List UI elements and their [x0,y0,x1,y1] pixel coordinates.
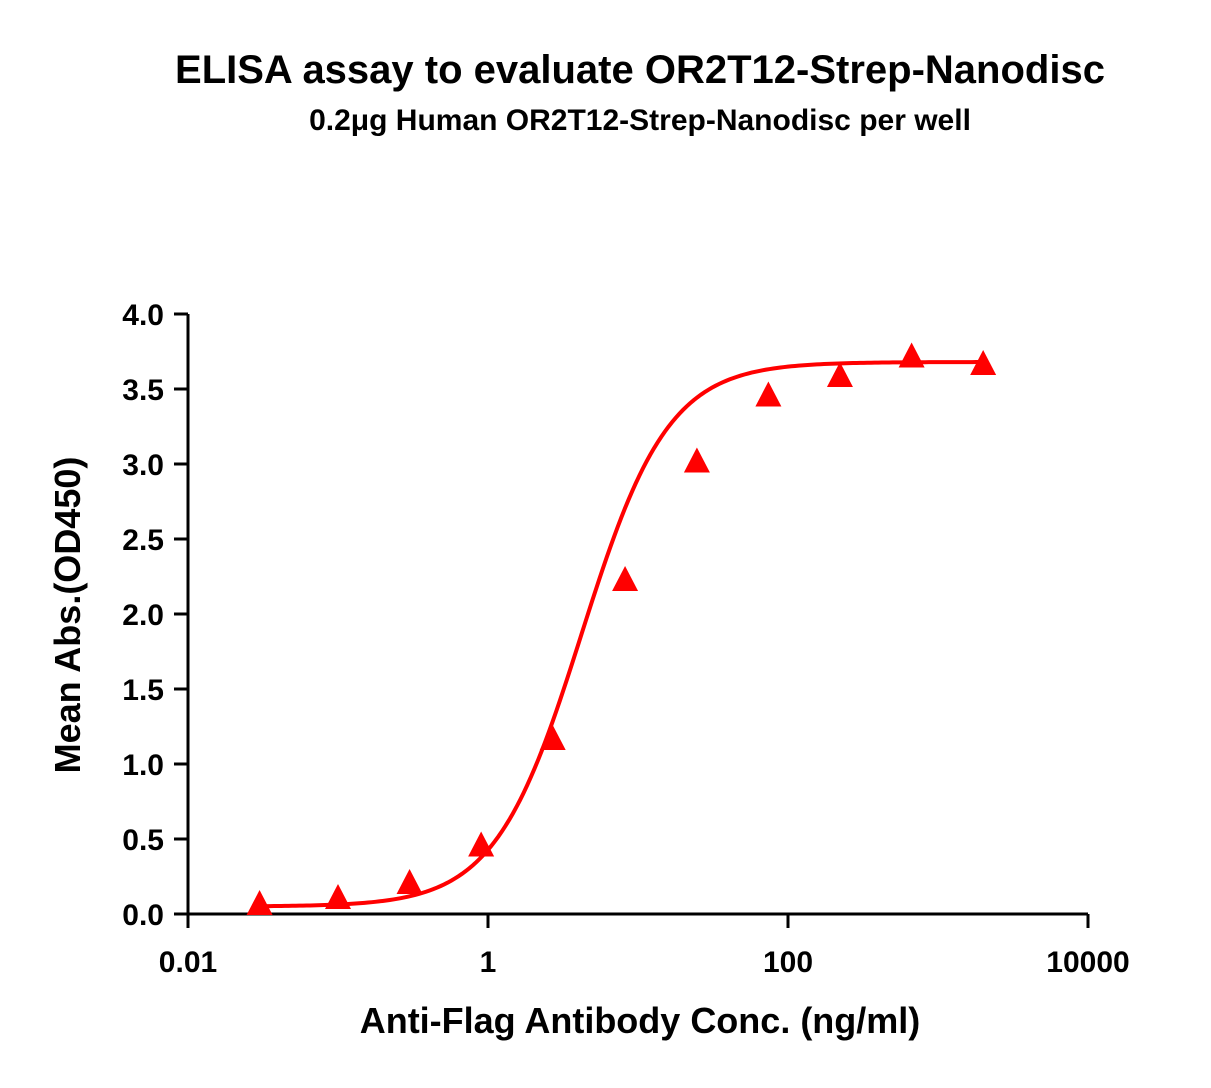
x-axis: 0.01 1 100 10000 [159,912,1130,979]
y-tick-label: 3.5 [122,374,164,407]
y-tick-label: 1.0 [122,749,164,782]
data-point-marker [325,884,351,909]
x-tick-label: 10000 [1046,946,1129,979]
y-tick-label: 2.0 [122,599,164,632]
data-point-marker [468,831,495,857]
chart-title: ELISA assay to evaluate OR2T12-Strep-Nan… [175,48,1105,92]
data-point-marker [970,350,997,375]
chart-subtitle: 0.2μg Human OR2T12-Strep-Nanodisc per we… [309,104,971,137]
fit-curve [259,360,984,909]
data-point-marker [246,890,273,915]
y-tick-label: 1.5 [122,674,164,707]
data-points [246,342,997,915]
data-point-marker [539,725,566,750]
y-tick-label: 2.5 [122,524,164,557]
data-point-marker [826,362,853,387]
y-tick-label: 0.0 [122,899,164,932]
data-point-marker [396,869,423,894]
x-tick-label: 100 [763,946,813,979]
y-tick-label: 4.0 [122,299,164,332]
y-tick-label: 0.5 [122,824,164,857]
data-point-marker [755,381,782,407]
y-axis-title: Mean Abs.(OD450) [47,457,88,774]
data-point-marker [683,447,710,473]
y-axis: 0.0 0.5 1.0 1.5 2.0 2.5 3.0 3.5 4.0 [122,299,190,932]
x-axis-title: Anti-Flag Antibody Conc. (ng/ml) [360,1000,921,1041]
x-tick-label: 0.01 [159,946,217,979]
data-point-marker [612,566,639,591]
x-tick-label: 1 [480,946,497,979]
y-tick-label: 3.0 [122,449,164,482]
data-point-marker [898,342,925,368]
